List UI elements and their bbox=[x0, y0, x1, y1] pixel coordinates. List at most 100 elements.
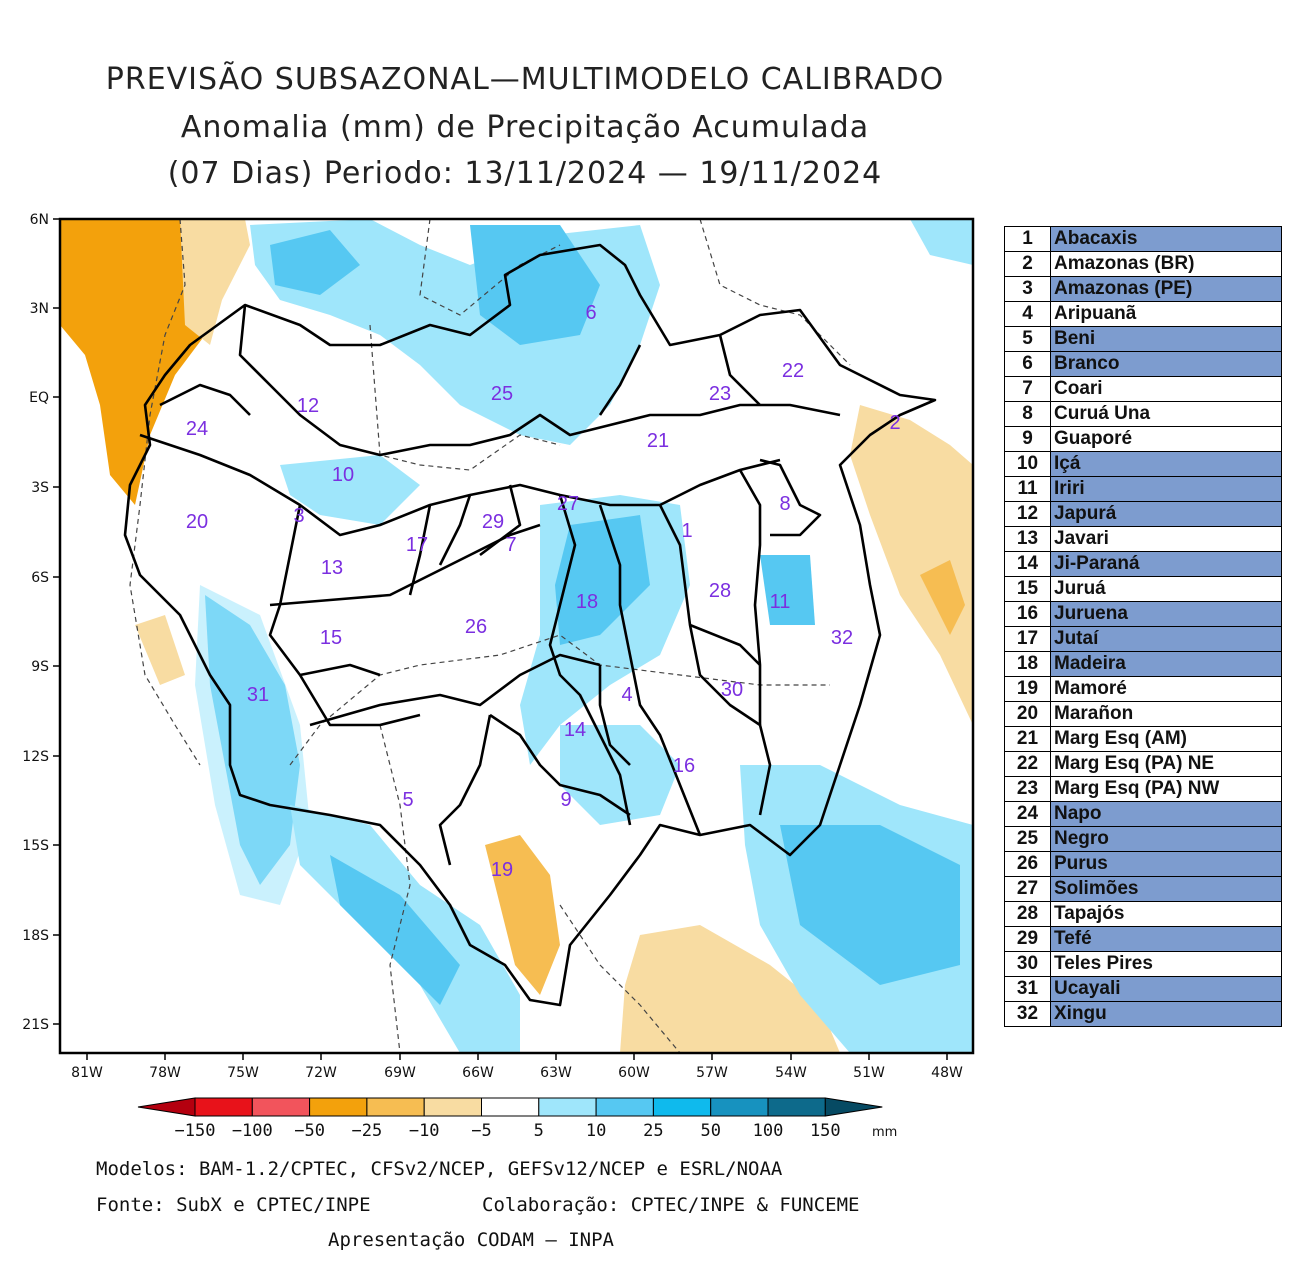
legend-number: 8 bbox=[1004, 401, 1051, 427]
lat-tick-label: 12S bbox=[22, 749, 49, 765]
lat-tick-label: 18S bbox=[22, 928, 49, 944]
colorbar-swatch bbox=[767, 1097, 826, 1117]
colorbar-swatch bbox=[481, 1097, 540, 1117]
basin-label-2: 2 bbox=[889, 412, 900, 434]
legend-number: 21 bbox=[1004, 726, 1051, 752]
basin-label-22: 22 bbox=[782, 360, 804, 382]
lat-tick-label: 6N bbox=[30, 212, 49, 228]
footer-collaboration: Colaboração: CPTEC/INPE & FUNCEME bbox=[482, 1194, 860, 1216]
basin-label-9: 9 bbox=[560, 789, 571, 811]
legend-row-20: 20 Marañon bbox=[1004, 701, 1282, 727]
legend-row-17: 17 Jutaí bbox=[1004, 626, 1282, 652]
basin-label-15: 15 bbox=[320, 627, 342, 649]
colorbar-label: 25 bbox=[643, 1121, 663, 1141]
legend-row-21: 21 Marg Esq (AM) bbox=[1004, 726, 1282, 752]
basin-boundaries bbox=[123, 243, 937, 1007]
longitude-axis: 81W 78W 75W 72W 69W 66W 63W 60W 57W 54W 51W 48W bbox=[71, 1053, 963, 1081]
colorbar-min-arrow bbox=[137, 1097, 196, 1117]
colorbar-label: 100 bbox=[753, 1121, 784, 1141]
lat-tick-label: 6S bbox=[31, 570, 49, 586]
legend-basin-name: Marg Esq (PA) NE bbox=[1050, 751, 1282, 777]
legend-basin-name: Iriri bbox=[1050, 476, 1282, 502]
frame bbox=[58, 217, 975, 1055]
colorbar-swatch bbox=[710, 1097, 769, 1117]
country-borders bbox=[129, 218, 851, 1054]
lon-tick-label: 51W bbox=[853, 1065, 885, 1081]
legend-number: 1 bbox=[1004, 226, 1051, 252]
dry-anomaly-south bbox=[620, 925, 840, 1053]
basin-label-12: 12 bbox=[297, 395, 319, 417]
legend-row-26: 26 Purus bbox=[1004, 851, 1282, 877]
lon-tick-label: 57W bbox=[696, 1065, 728, 1081]
legend-number: 30 bbox=[1004, 951, 1051, 977]
legend-basin-name: Napo bbox=[1050, 801, 1282, 827]
legend-basin-name: Marg Esq (AM) bbox=[1050, 726, 1282, 752]
legend-basin-name: Ji-Paraná bbox=[1050, 551, 1282, 577]
colorbar-label: −5 bbox=[471, 1121, 491, 1141]
map-subtitle: Anomalia (mm) de Precipitação Acumulada bbox=[180, 110, 870, 145]
legend-number: 23 bbox=[1004, 776, 1051, 802]
legend-number: 9 bbox=[1004, 426, 1051, 452]
legend-number: 22 bbox=[1004, 751, 1051, 777]
legend-basin-name: Içá bbox=[1050, 451, 1282, 477]
legend-basin-name: Curuá Una bbox=[1050, 401, 1282, 427]
colorbar-label: −10 bbox=[409, 1121, 440, 1141]
lat-tick-label: EQ bbox=[29, 390, 49, 406]
lon-tick-label: 60W bbox=[618, 1065, 650, 1081]
legend-basin-name: Javari bbox=[1050, 526, 1282, 552]
legend-basin-name: Marañon bbox=[1050, 701, 1282, 727]
basin-label-1: 1 bbox=[681, 520, 692, 542]
legend-row-28: 28 Tapajós bbox=[1004, 901, 1282, 927]
colorbar-swatch bbox=[366, 1097, 425, 1117]
basin-label-25: 25 bbox=[491, 383, 513, 405]
legend-row-1: 1 Abacaxis bbox=[1004, 226, 1282, 252]
colorbar-label: −150 bbox=[175, 1121, 216, 1141]
colorbar: −150 −100 −50 −25 −10 −5 5 10 25 50 100 150 mm bbox=[137, 1097, 897, 1141]
basin-label-17: 17 bbox=[406, 534, 428, 556]
legend-row-5: 5 Beni bbox=[1004, 326, 1282, 352]
legend-basin-name: Guaporé bbox=[1050, 426, 1282, 452]
lon-tick-label: 66W bbox=[462, 1065, 494, 1081]
lon-tick-label: 81W bbox=[71, 1065, 103, 1081]
lon-tick-label: 72W bbox=[305, 1065, 337, 1081]
colorbar-swatch bbox=[251, 1097, 311, 1117]
basin-label-28: 28 bbox=[709, 580, 731, 602]
legend-basin-name: Solimões bbox=[1050, 876, 1282, 902]
legend-number: 7 bbox=[1004, 376, 1051, 402]
legend-row-15: 15 Juruá bbox=[1004, 576, 1282, 602]
legend-row-12: 12 Japurá bbox=[1004, 501, 1282, 527]
legend-row-29: 29 Tefé bbox=[1004, 926, 1282, 952]
precipitation-anomaly-map: 6N 3N EQ 3S 6S 9S 12S 15S 18S 21S 81W 78W 75W 72W 69W… bbox=[22, 212, 975, 1081]
legend-number: 12 bbox=[1004, 501, 1051, 527]
footer-presentation: Apresentação CODAM — INPA bbox=[328, 1229, 614, 1251]
lat-tick-label: 3N bbox=[30, 301, 49, 317]
legend-basin-name: Ucayali bbox=[1050, 976, 1282, 1002]
legend-basin-name: Tapajós bbox=[1050, 901, 1282, 927]
legend-number: 14 bbox=[1004, 551, 1051, 577]
colorbar-unit: mm bbox=[872, 1125, 897, 1140]
colorbar-swatch bbox=[538, 1097, 597, 1117]
legend-basin-name: Juruena bbox=[1050, 601, 1282, 627]
basin-label-4: 4 bbox=[621, 684, 632, 706]
legend-basin-name: Marg Esq (PA) NW bbox=[1050, 776, 1282, 802]
basin-label-16: 16 bbox=[673, 755, 695, 777]
legend-number: 2 bbox=[1004, 251, 1051, 277]
legend-basin-name: Amazonas (PE) bbox=[1050, 276, 1282, 302]
legend-number: 6 bbox=[1004, 351, 1051, 377]
basin-label-20: 20 bbox=[186, 511, 208, 533]
legend-number: 16 bbox=[1004, 601, 1051, 627]
dry-anomaly-northwest bbox=[60, 219, 222, 505]
legend-number: 15 bbox=[1004, 576, 1051, 602]
legend-number: 32 bbox=[1004, 1001, 1051, 1027]
legend-basin-name: Tefé bbox=[1050, 926, 1282, 952]
legend-row-11: 11 Iriri bbox=[1004, 476, 1282, 502]
legend-number: 28 bbox=[1004, 901, 1051, 927]
legend-number: 18 bbox=[1004, 651, 1051, 677]
legend-basin-name: Japurá bbox=[1050, 501, 1282, 527]
legend-row-8: 8 Curuá Una bbox=[1004, 401, 1282, 427]
legend-row-16: 16 Juruena bbox=[1004, 601, 1282, 627]
legend-number: 20 bbox=[1004, 701, 1051, 727]
legend-number: 25 bbox=[1004, 826, 1051, 852]
legend-number: 13 bbox=[1004, 526, 1051, 552]
legend-row-6: 6 Branco bbox=[1004, 351, 1282, 377]
